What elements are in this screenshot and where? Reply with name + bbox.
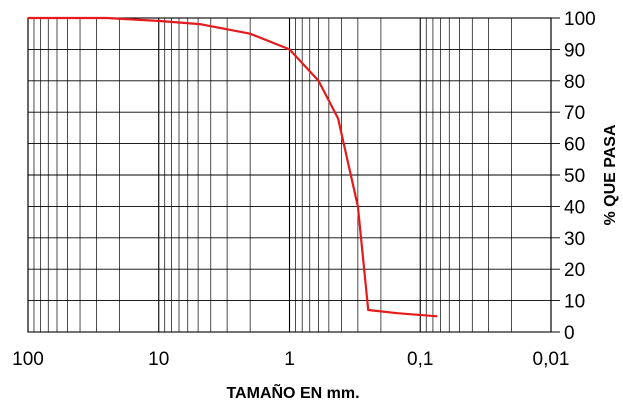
grid-major xyxy=(27,17,560,333)
x-tick-label: 10 xyxy=(148,349,169,370)
y-tick-label: 20 xyxy=(564,260,585,281)
y-tick-label: 10 xyxy=(564,292,585,313)
y-tick-label: 40 xyxy=(564,197,585,218)
y-tick-label: 60 xyxy=(564,135,585,156)
y-tick-label: 80 xyxy=(564,72,585,93)
plot-frame xyxy=(27,17,552,333)
x-tick-label: 0,01 xyxy=(533,349,570,370)
x-tick-label: 0,1 xyxy=(407,349,433,370)
x-tick-label: 100 xyxy=(12,349,44,370)
y-tick-label: 50 xyxy=(564,166,585,187)
y-tick-label: 30 xyxy=(564,229,585,250)
x-tick-label: 1 xyxy=(284,349,295,370)
y-tick-label: 0 xyxy=(564,323,575,344)
x-tick-labels: 100 10 1 0,1 0,01 xyxy=(12,349,569,370)
y-axis-title: % QUE PASA xyxy=(602,124,619,226)
y-tick-labels: 0 10 20 30 40 50 60 70 80 90 100 xyxy=(564,9,596,344)
y-tick-label: 90 xyxy=(564,40,585,61)
y-tick-label: 100 xyxy=(564,9,596,30)
series-line xyxy=(28,16,438,318)
y-tick-label: 70 xyxy=(564,103,585,124)
series-layer xyxy=(28,16,438,318)
x-axis-title: TAMAÑO EN mm. xyxy=(226,382,359,402)
